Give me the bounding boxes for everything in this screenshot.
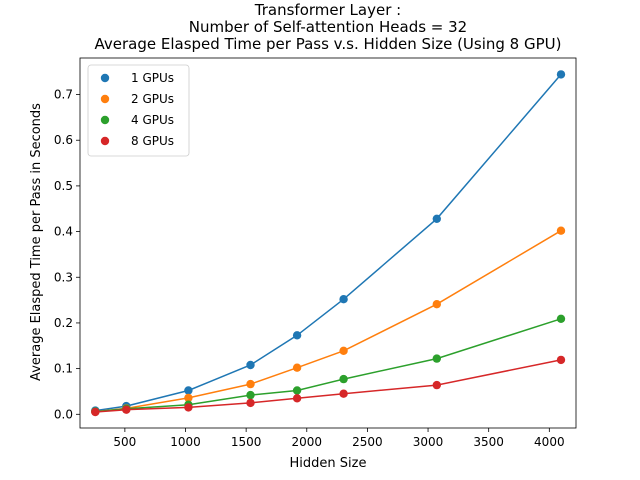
data-point: [246, 379, 255, 389]
x-axis: 500 1000 1500 2000 2500 3000 3500 4000: [113, 428, 565, 449]
legend-label: 4 GPUs: [131, 113, 174, 127]
x-tick-label: 4000: [534, 435, 565, 449]
chart-title-line-1: Transformer Layer :: [254, 1, 401, 19]
data-point: [246, 398, 255, 408]
data-point: [432, 380, 441, 390]
data-point: [184, 386, 193, 395]
y-axis-label: Average Elasped Time per Pass in Seconds: [29, 103, 44, 381]
data-point: [556, 355, 566, 365]
y-tick-label: 0.3: [54, 270, 73, 284]
data-point: [339, 374, 348, 384]
axes-frame: [79, 57, 577, 429]
chart-title-line-2: Number of Self-attention Heads = 32: [189, 18, 467, 36]
data-point: [432, 300, 441, 309]
legend-marker: [100, 73, 110, 83]
y-axis: 0.0 0.1 0.2 0.3 0.4 0.5 0.6 0.7: [54, 88, 80, 421]
x-tick-label: 1000: [170, 435, 201, 449]
y-tick-label: 0.1: [54, 362, 73, 376]
y-tick-label: 0.7: [54, 88, 73, 102]
data-point: [339, 346, 348, 355]
data-point: [339, 295, 348, 304]
data-point: [292, 386, 302, 395]
y-tick-label: 0.6: [54, 133, 73, 147]
data-point: [339, 389, 348, 398]
x-axis-label: Hidden Size: [290, 456, 367, 471]
series-line-4: [95, 359, 562, 413]
data-point: [91, 407, 100, 417]
y-tick-label: 0.4: [54, 225, 73, 239]
legend-label: 2 GPUs: [131, 92, 174, 106]
x-tick-label: 500: [113, 435, 136, 449]
data-point: [556, 314, 566, 323]
x-tick-label: 1500: [231, 435, 262, 449]
x-tick-label: 3500: [473, 435, 504, 449]
chart-title-line-3: Average Elasped Time per Pass v.s. Hidde…: [95, 35, 562, 53]
data-point: [556, 226, 566, 235]
data-point: [246, 390, 255, 400]
legend-label: 1 GPUs: [131, 71, 174, 85]
data-point: [292, 331, 302, 340]
y-tick-label: 0.0: [54, 407, 73, 421]
data-point: [432, 354, 441, 363]
series-line-3: [95, 318, 562, 413]
legend-marker: [100, 136, 110, 146]
legend-label: 8 GPUs: [131, 134, 174, 148]
data-point: [432, 214, 441, 223]
plot-area: [79, 57, 577, 429]
data-point: [292, 363, 302, 372]
y-tick-label: 0.2: [54, 316, 73, 330]
legend-marker: [100, 94, 110, 104]
data-point: [556, 70, 566, 79]
data-point: [122, 405, 131, 414]
legend-frame: [87, 64, 190, 157]
data-point: [292, 394, 302, 403]
data-point: [184, 393, 193, 403]
x-tick-label: 2000: [292, 435, 323, 449]
legend: 1 GPUs 2 GPUs 4 GPUs 8 GPUs: [87, 64, 190, 157]
x-tick-label: 3000: [413, 435, 444, 449]
y-tick-label: 0.5: [54, 179, 73, 193]
data-point: [246, 360, 255, 370]
series-line-2: [95, 230, 562, 413]
x-tick-label: 2500: [352, 435, 383, 449]
series-line-1: [95, 73, 562, 412]
data-point: [184, 403, 193, 412]
legend-marker: [100, 115, 110, 125]
chart-title: Transformer Layer : Number of Self-atten…: [95, 1, 562, 53]
